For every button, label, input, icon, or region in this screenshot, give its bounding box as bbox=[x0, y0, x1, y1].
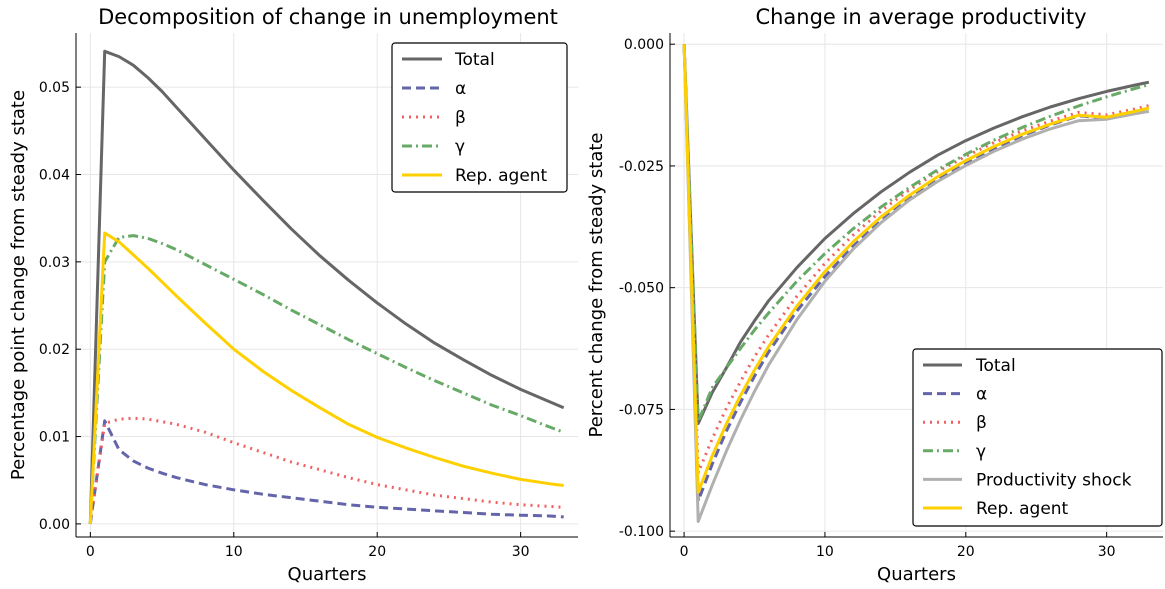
y-tick-label: -0.050 bbox=[619, 281, 664, 297]
legend-label: Rep. agent bbox=[976, 499, 1069, 519]
y-tick-labels: 0.00 0.01 0.02 0.03 0.04 0.05 bbox=[39, 80, 81, 533]
series-group bbox=[682, 44, 1150, 523]
series-line-productivity-shock bbox=[682, 44, 1150, 523]
legend-box bbox=[391, 42, 568, 193]
legend: Total αβγ Rep. agent bbox=[391, 42, 568, 193]
series-line-series bbox=[88, 419, 564, 525]
x-tick-label: 10 bbox=[225, 544, 243, 560]
chart-title: Change in average productivity bbox=[755, 5, 1086, 29]
panel-unemployment-decomposition: 0 10 20 30 0.00 0.01 0.02 0.03 0.04 0.05 Decomposi… bbox=[8, 5, 578, 585]
legend-label: α bbox=[976, 385, 987, 405]
legend-label: α bbox=[455, 79, 466, 99]
legend-label: γ bbox=[455, 137, 465, 157]
series-line-rep-agent bbox=[88, 231, 564, 524]
y-tick-label: 0.01 bbox=[39, 430, 70, 446]
series-line-series bbox=[682, 44, 1150, 424]
legend-label: Total bbox=[454, 50, 495, 70]
y-tick-label: -0.025 bbox=[619, 159, 664, 175]
grid-lines bbox=[670, 33, 1163, 537]
chart-title: Decomposition of change in unemployment bbox=[98, 5, 558, 29]
series-line-total bbox=[88, 49, 565, 524]
y-tick-label: 0.000 bbox=[624, 37, 664, 53]
x-tick-label: 30 bbox=[1098, 544, 1116, 560]
y-tick-label: -0.100 bbox=[619, 524, 664, 540]
panel-productivity-change: 0 10 20 30 0.000 -0.025 -0.050 -0.075 -0.100 Chan… bbox=[586, 5, 1163, 585]
x-axis-title: Quarters bbox=[877, 564, 956, 585]
y-tick-label: 0.05 bbox=[39, 80, 70, 96]
x-tick-labels: 0 10 20 30 bbox=[680, 532, 1116, 560]
x-tick-label: 10 bbox=[816, 544, 834, 560]
legend-box bbox=[912, 348, 1163, 527]
legend-label: β bbox=[976, 413, 987, 433]
legend-label: Total bbox=[975, 356, 1016, 376]
y-tick-label: 0.02 bbox=[39, 342, 70, 358]
y-axis-title: Percentage point change from steady stat… bbox=[8, 90, 29, 480]
series-group bbox=[88, 49, 565, 525]
series-line-series bbox=[88, 416, 564, 525]
y-tick-label: 0.00 bbox=[39, 517, 70, 533]
y-tick-labels: 0.000 -0.025 -0.050 -0.075 -0.100 bbox=[619, 37, 675, 540]
x-tick-label: 30 bbox=[512, 544, 530, 560]
y-tick-label: 0.04 bbox=[39, 168, 70, 184]
legend-label: Productivity shock bbox=[976, 470, 1132, 490]
legend-label: β bbox=[455, 108, 466, 128]
series-line-series bbox=[88, 234, 565, 524]
legend-label: Rep. agent bbox=[455, 166, 548, 186]
x-tick-label: 20 bbox=[368, 544, 386, 560]
legend: Total αβγ Productivity shock Rep. agent bbox=[912, 348, 1163, 527]
y-axis-title: Percent change from steady state bbox=[586, 133, 607, 438]
x-tick-label: 0 bbox=[86, 544, 95, 560]
series-line-rep-agent bbox=[682, 44, 1150, 494]
x-axis-title: Quarters bbox=[288, 564, 367, 585]
x-tick-label: 20 bbox=[957, 544, 975, 560]
legend-label: γ bbox=[976, 442, 986, 462]
y-tick-label: 0.03 bbox=[39, 255, 70, 271]
x-tick-labels: 0 10 20 30 bbox=[86, 532, 530, 560]
x-tick-label: 0 bbox=[680, 544, 689, 560]
y-tick-label: -0.075 bbox=[619, 402, 664, 418]
